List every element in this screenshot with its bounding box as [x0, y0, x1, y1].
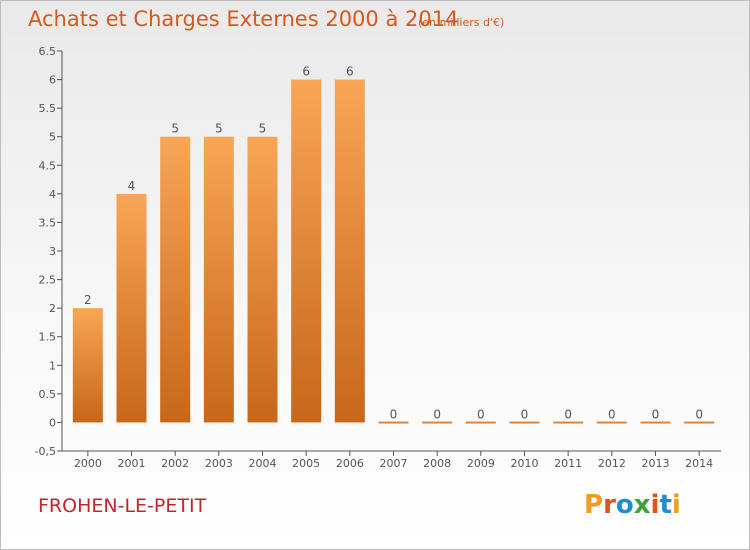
- x-tick-label: 2008: [423, 457, 451, 470]
- y-tick-label: 3.5: [39, 216, 57, 229]
- x-tick-label: 2013: [642, 457, 670, 470]
- place-name: FROHEN-LE-PETIT: [38, 495, 207, 517]
- data-label: 0: [564, 407, 572, 421]
- data-label: 0: [433, 407, 441, 421]
- y-tick-label: 4: [49, 188, 56, 201]
- bar: [247, 136, 278, 423]
- bar: [378, 421, 409, 424]
- bar: [291, 79, 322, 423]
- x-tick-label: 2001: [118, 457, 146, 470]
- chart-subtitle: (en milliers d'€): [418, 16, 505, 29]
- chart-title: Achats et Charges Externes 2000 à 2014: [28, 7, 459, 31]
- y-tick-label: 1: [49, 359, 56, 372]
- bars: [72, 79, 715, 424]
- x-tick-label: 2007: [380, 457, 408, 470]
- y-tick-label: 5: [49, 131, 56, 144]
- bar: [160, 136, 191, 423]
- y-tick-label: 2.5: [39, 274, 57, 287]
- data-label: 0: [477, 407, 485, 421]
- y-tick-label: 0: [49, 416, 56, 429]
- bar: [72, 308, 103, 423]
- data-label: 0: [695, 407, 703, 421]
- data-label: 0: [390, 407, 398, 421]
- bar: [334, 79, 365, 423]
- data-label: 6: [302, 65, 310, 79]
- x-tick-label: 2009: [467, 457, 495, 470]
- y-tick-label: -0,5: [35, 445, 56, 458]
- data-label: 6: [346, 65, 354, 79]
- proxiti-logo[interactable]: Proxiti: [584, 490, 681, 520]
- bar: [553, 421, 584, 424]
- bar: [509, 421, 540, 424]
- x-tick-label: 2000: [74, 457, 102, 470]
- bar: [465, 421, 496, 424]
- x-tick-label: 2006: [336, 457, 364, 470]
- x-tick-label: 2004: [249, 457, 277, 470]
- x-tick-label: 2012: [598, 457, 626, 470]
- x-tick-label: 2011: [554, 457, 582, 470]
- y-tick-label: 1.5: [39, 331, 57, 344]
- x-axis: 2000 2001 2002 2003 2004 2005 2006 2007 2008 2009…: [62, 450, 721, 470]
- bar: [640, 421, 671, 424]
- y-tick-label: 3: [49, 245, 56, 258]
- y-tick-label: 6: [49, 74, 56, 87]
- bar: [116, 193, 147, 423]
- bar: [203, 136, 234, 423]
- y-axis: -0,5 0 0.5 1 1.5 2 2.5 3 3.5 4 4.5 5 5.5 6 6.5: [35, 45, 63, 458]
- y-tick-label: 5.5: [39, 102, 57, 115]
- y-tick-label: 6.5: [39, 45, 57, 58]
- data-label: 2: [84, 293, 92, 307]
- y-tick-label: 2: [49, 302, 56, 315]
- data-label: 0: [521, 407, 529, 421]
- x-tick-label: 2005: [292, 457, 320, 470]
- x-tick-label: 2014: [685, 457, 713, 470]
- y-tick-label: 4.5: [39, 159, 57, 172]
- bar: [596, 421, 627, 424]
- x-tick-label: 2002: [161, 457, 189, 470]
- data-labels: 2 4 5 5 5 6 6 0 0 0 0 0 0 0 0: [84, 65, 703, 422]
- bar: [422, 421, 453, 424]
- x-tick-label: 2003: [205, 457, 233, 470]
- x-tick-label: 2010: [511, 457, 539, 470]
- data-label: 0: [608, 407, 616, 421]
- y-tick-label: 0.5: [39, 388, 57, 401]
- data-label: 0: [652, 407, 660, 421]
- data-label: 5: [259, 122, 267, 136]
- data-label: 5: [215, 122, 223, 136]
- data-label: 5: [171, 122, 179, 136]
- bar: [684, 421, 715, 424]
- data-label: 4: [128, 179, 136, 193]
